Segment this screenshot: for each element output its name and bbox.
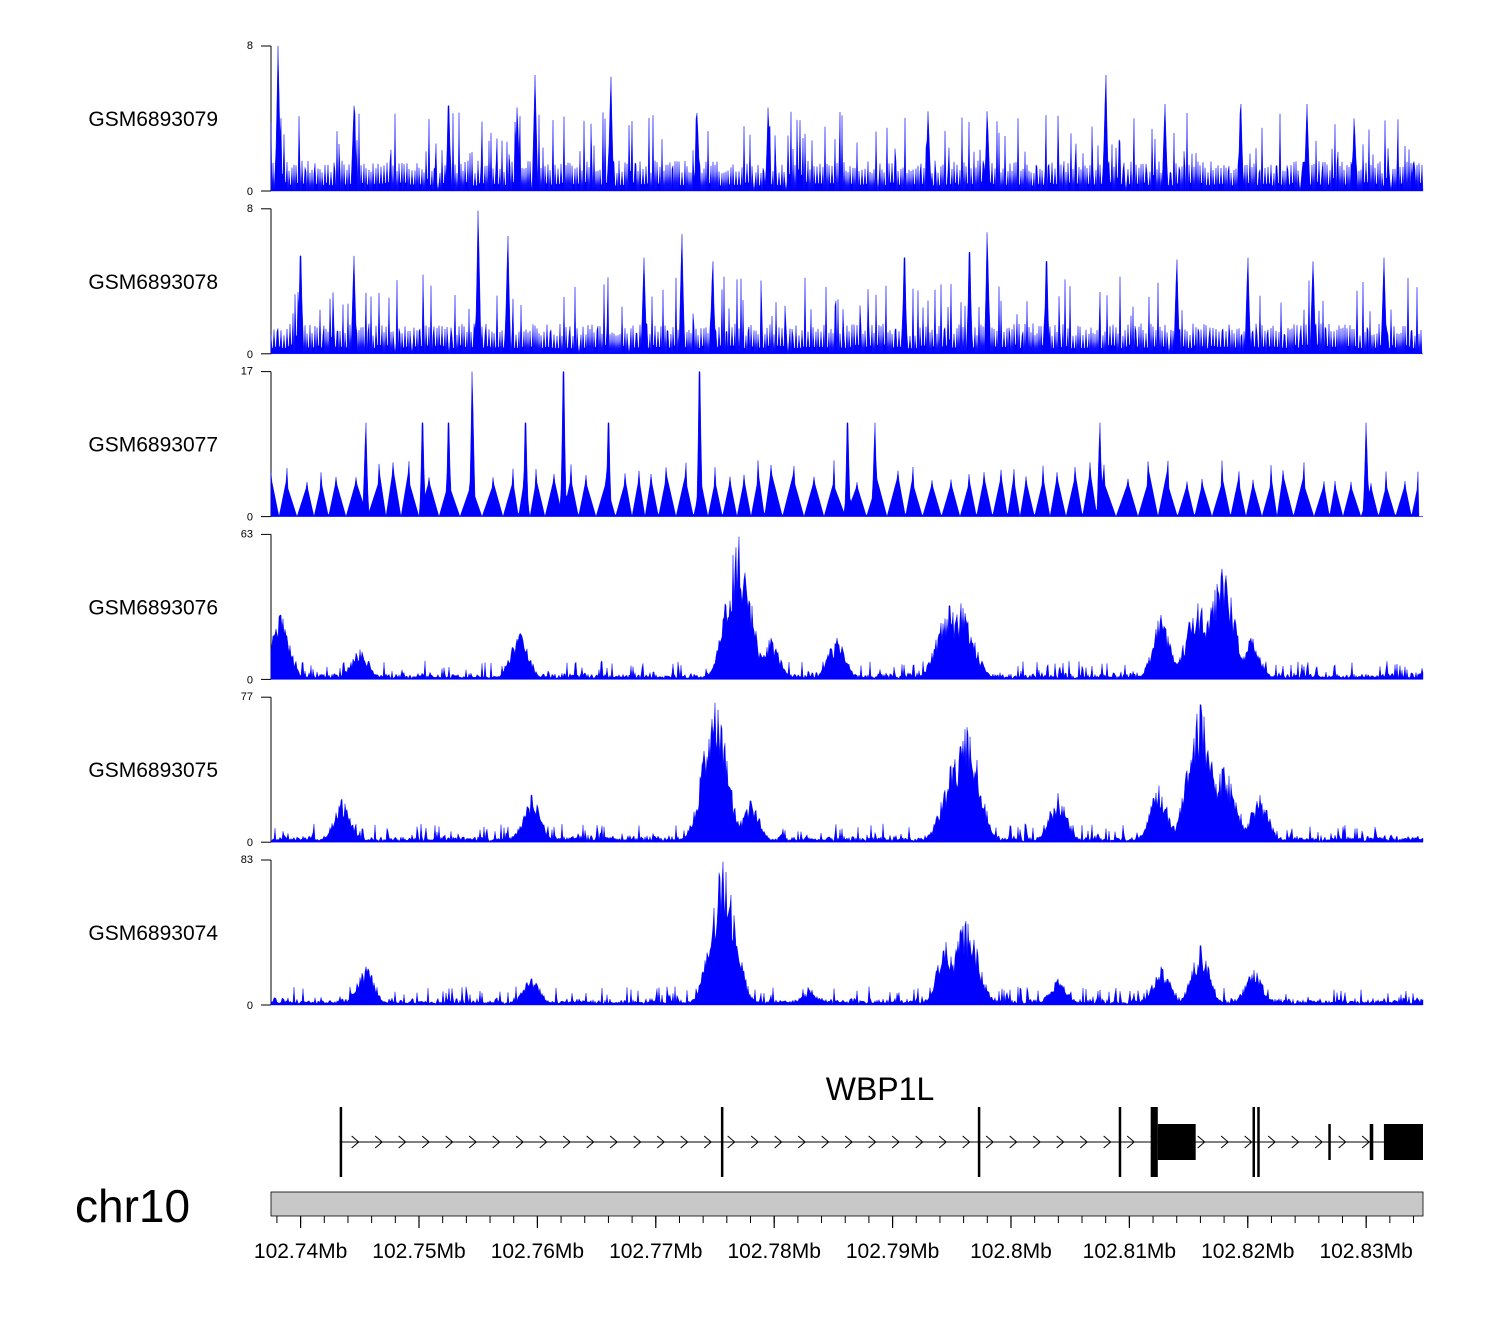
strand-arrow — [468, 1135, 477, 1149]
gene-exon — [1252, 1107, 1256, 1177]
track-label: GSM6893075 — [88, 759, 218, 782]
strand-arrow — [962, 1135, 971, 1149]
strand-arrow — [1126, 1135, 1135, 1149]
y-tick-label-min: 0 — [247, 349, 253, 361]
strand-arrow — [562, 1135, 571, 1149]
y-tick-label-max: 17 — [241, 366, 253, 378]
strand-arrow — [1197, 1135, 1206, 1149]
strand-arrow — [868, 1135, 877, 1149]
strand-arrow — [1220, 1135, 1229, 1149]
gene-exon — [1383, 1124, 1423, 1160]
x-tick-label: 102.83Mb — [1319, 1240, 1412, 1263]
y-tick-label-min: 0 — [247, 186, 253, 198]
y-tick-label-min: 0 — [247, 837, 253, 849]
gene-exon — [339, 1107, 343, 1177]
coverage-area — [270, 536, 1424, 680]
track-GSM6893075: GSM6893075 77 0 — [88, 691, 1424, 849]
track-label: GSM6893078 — [88, 271, 218, 294]
track-GSM6893078: GSM6893078 8 0 — [88, 203, 1423, 361]
x-tick-label: 102.8Mb — [970, 1240, 1052, 1263]
track-GSM6893079: GSM6893079 8 0 — [88, 40, 1424, 198]
strand-arrow — [915, 1135, 924, 1149]
strand-arrow — [398, 1135, 407, 1149]
track-GSM6893074: GSM6893074 83 0 — [88, 854, 1424, 1012]
x-axis: 102.74Mb 102.75Mb 102.76Mb 102.77Mb 102.78Mb… — [254, 1216, 1415, 1263]
track-GSM6893077: GSM6893077 17 0 — [88, 366, 1423, 524]
strand-arrow — [633, 1135, 642, 1149]
strand-arrow — [727, 1135, 736, 1149]
coverage-area — [270, 702, 1424, 843]
gene-exon — [1369, 1124, 1374, 1160]
x-tick-label: 102.77Mb — [609, 1240, 702, 1263]
strand-arrow — [750, 1135, 759, 1149]
strand-arrow — [1244, 1135, 1253, 1149]
strand-arrow — [1338, 1135, 1347, 1149]
chromosome-label: chr10 — [75, 1180, 190, 1232]
coverage-area — [270, 371, 1423, 518]
strand-arrow — [374, 1135, 383, 1149]
strand-arrow — [680, 1135, 689, 1149]
gene-exon — [1118, 1107, 1122, 1177]
strand-arrow — [609, 1135, 618, 1149]
strand-arrow — [891, 1135, 900, 1149]
x-tick-label: 102.78Mb — [727, 1240, 820, 1263]
strand-arrow — [1103, 1135, 1112, 1149]
strand-arrow — [1291, 1135, 1300, 1149]
x-tick-label: 102.74Mb — [254, 1240, 347, 1263]
y-tick-label-max: 8 — [247, 40, 253, 52]
track-label: GSM6893076 — [88, 596, 218, 619]
gene-exon — [1328, 1124, 1331, 1160]
strand-arrow — [938, 1135, 947, 1149]
x-tick-label: 102.81Mb — [1083, 1240, 1176, 1263]
strand-arrow — [1361, 1135, 1370, 1149]
track-GSM6893076: GSM6893076 63 0 — [88, 528, 1424, 686]
strand-arrow — [1009, 1135, 1018, 1149]
strand-arrow — [539, 1135, 548, 1149]
strand-arrow — [656, 1135, 665, 1149]
y-tick-label-max: 8 — [247, 203, 253, 215]
x-tick-label: 102.76Mb — [491, 1240, 584, 1263]
strand-arrow — [1056, 1135, 1065, 1149]
track-label: GSM6893074 — [88, 922, 218, 945]
strand-arrow — [421, 1135, 430, 1149]
strand-arrow — [1079, 1135, 1088, 1149]
x-tick-label: 102.79Mb — [846, 1240, 939, 1263]
strand-arrow — [985, 1135, 994, 1149]
track-label: GSM6893077 — [88, 434, 218, 457]
gene-exon — [977, 1107, 981, 1177]
coverage-area — [270, 861, 1424, 1006]
gene-name-label: WBP1L — [826, 1071, 934, 1107]
strand-arrow — [351, 1135, 360, 1149]
y-tick-label-max: 77 — [241, 691, 253, 703]
strand-arrow — [445, 1135, 454, 1149]
strand-arrow — [797, 1135, 806, 1149]
strand-arrow — [844, 1135, 853, 1149]
strand-arrow — [774, 1135, 783, 1149]
x-tick-label: 102.75Mb — [372, 1240, 465, 1263]
coverage-area — [270, 210, 1423, 354]
coverage-area — [270, 45, 1424, 192]
y-tick-label-min: 0 — [247, 512, 253, 524]
gene-track: WBP1L — [339, 1071, 1423, 1177]
gene-exon — [1157, 1124, 1196, 1160]
gene-exon — [720, 1107, 724, 1177]
strand-arrow — [1032, 1135, 1041, 1149]
x-tick-label: 102.82Mb — [1201, 1240, 1294, 1263]
chromosome-bar — [270, 1191, 1424, 1217]
strand-arrow — [1314, 1135, 1323, 1149]
strand-arrow — [703, 1135, 712, 1149]
strand-arrow — [821, 1135, 830, 1149]
strand-arrow — [515, 1135, 524, 1149]
strand-arrow — [1267, 1135, 1276, 1149]
y-tick-label-max: 63 — [241, 528, 253, 540]
strand-arrow — [586, 1135, 595, 1149]
track-label: GSM6893079 — [88, 108, 218, 131]
y-tick-label-max: 83 — [241, 854, 253, 866]
gene-exon — [1257, 1107, 1260, 1177]
y-tick-label-min: 0 — [247, 1000, 253, 1012]
strand-arrow — [492, 1135, 501, 1149]
y-tick-label-min: 0 — [247, 674, 253, 686]
gene-exon — [1150, 1107, 1158, 1177]
